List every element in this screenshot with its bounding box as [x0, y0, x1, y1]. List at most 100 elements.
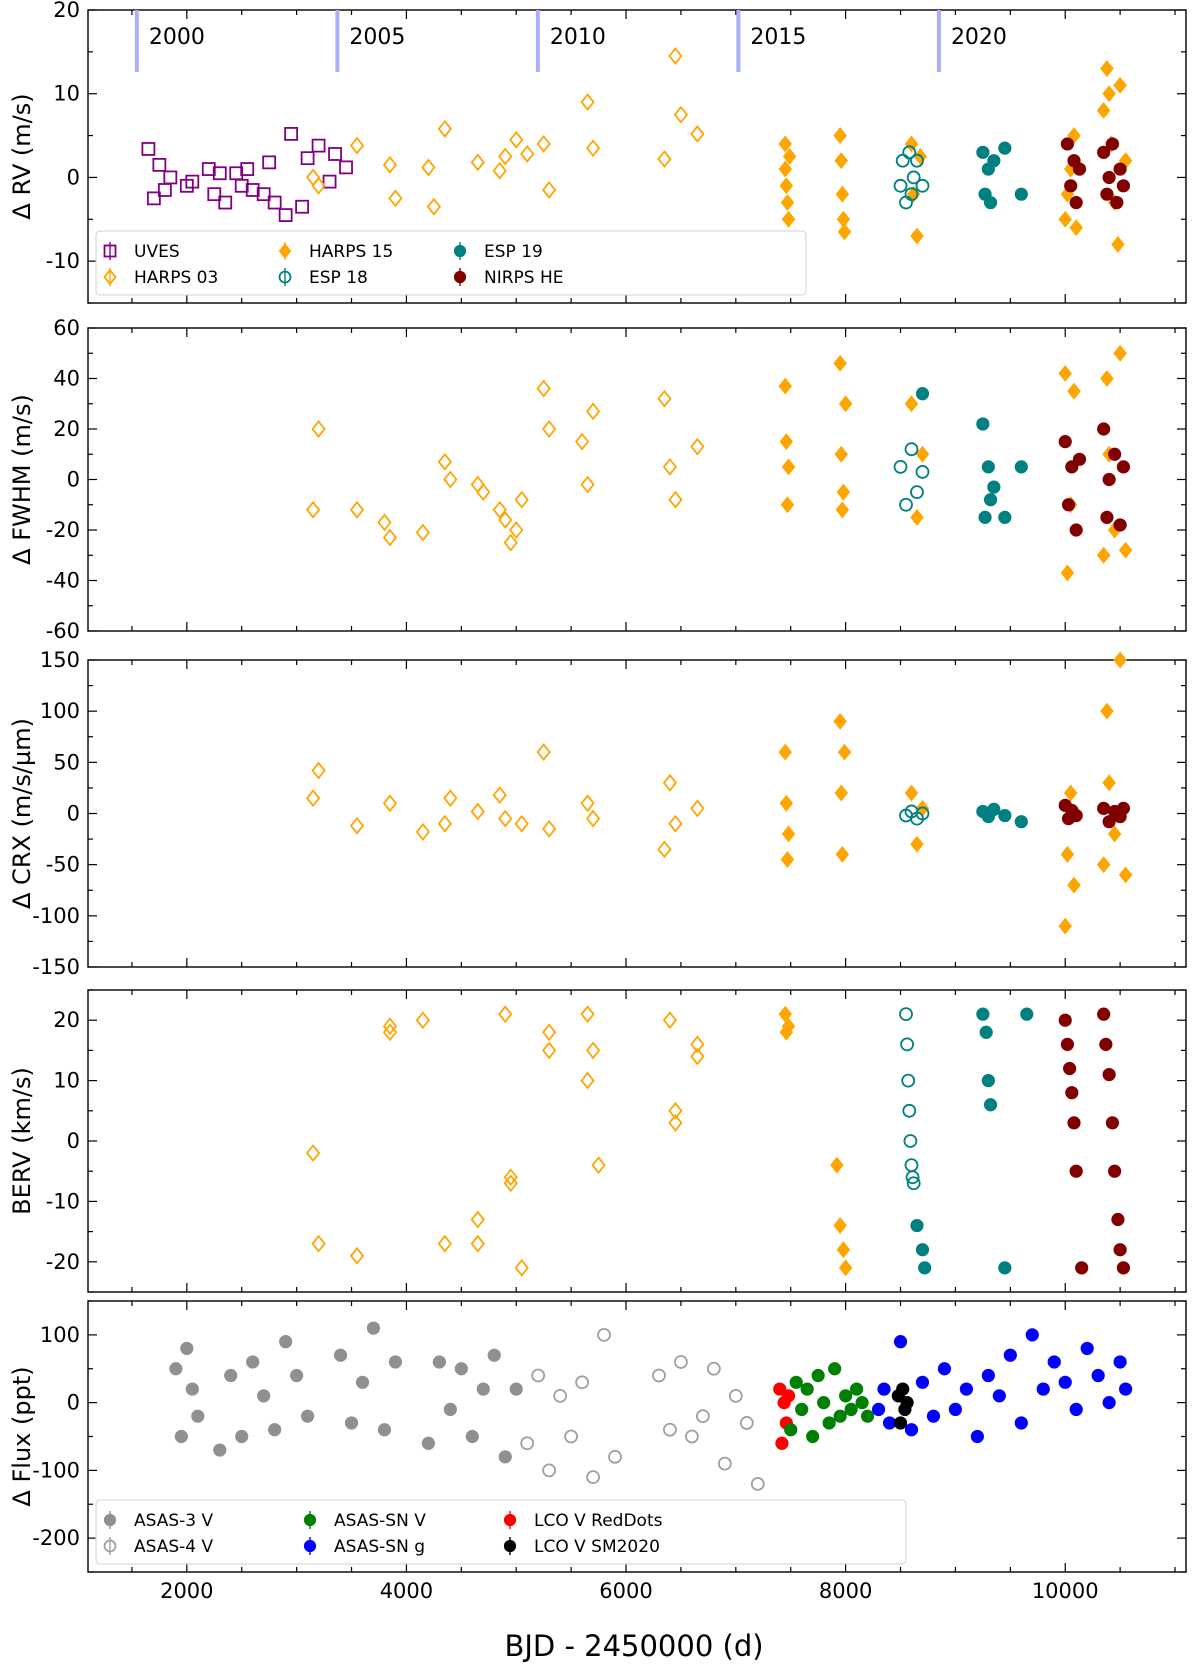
data-point: [1080, 1341, 1094, 1356]
data-point: [421, 158, 436, 177]
data-point: [838, 1259, 853, 1277]
data-point: [1113, 651, 1127, 669]
data-point: [976, 1007, 990, 1021]
data-point: [657, 840, 672, 859]
y-tick-label: -100: [32, 904, 80, 928]
data-point: [509, 1382, 523, 1396]
data-point: [970, 1429, 984, 1444]
data-point: [1067, 382, 1081, 400]
data-point: [899, 497, 913, 512]
data-point: [141, 142, 156, 156]
data-point: [998, 510, 1012, 524]
data-point: [910, 153, 924, 168]
data-point: [877, 1382, 891, 1396]
data-point: [514, 814, 529, 833]
data-point: [750, 1477, 765, 1491]
data-point: [833, 354, 847, 372]
data-point: [1069, 1402, 1083, 1417]
data-point: [498, 1450, 512, 1464]
series-asas-3-v: [169, 1321, 523, 1464]
data-point: [904, 442, 919, 457]
data-point: [542, 1041, 557, 1060]
series-asas-4-v: [520, 1327, 765, 1491]
data-point: [1100, 370, 1114, 387]
data-point: [437, 814, 453, 833]
legend-marker: [453, 270, 467, 284]
legend-entry-asas-sn-g: ASAS-SN g: [303, 1537, 425, 1557]
data-point: [443, 789, 458, 808]
data-point: [382, 1023, 398, 1042]
x-tick-label: 6000: [599, 1579, 652, 1603]
data-point: [426, 197, 442, 216]
data-point: [781, 458, 796, 476]
y-tick-label: 0: [67, 468, 80, 492]
data-point: [1014, 1416, 1028, 1430]
data-point: [1025, 1328, 1039, 1342]
data-point: [349, 500, 365, 519]
data-point: [1108, 447, 1122, 461]
data-point: [1113, 76, 1127, 94]
data-point: [817, 1396, 831, 1410]
data-point: [1047, 1355, 1061, 1369]
data-point: [904, 395, 919, 413]
data-point: [739, 1416, 754, 1430]
data-point: [657, 150, 672, 168]
data-point: [311, 1234, 326, 1253]
legend-entry-esp-18: ESP 18: [278, 268, 368, 288]
y-tick-label: -150: [32, 955, 80, 979]
data-point: [1111, 1212, 1125, 1227]
series-esp-18: [893, 145, 930, 210]
data-point: [1069, 523, 1083, 537]
y-tick-label: 20: [53, 0, 80, 22]
data-point: [305, 1144, 321, 1163]
data-point: [1118, 541, 1133, 559]
y-tick-label: -20: [46, 1250, 80, 1274]
data-point: [778, 377, 792, 395]
data-point: [520, 145, 535, 163]
data-point: [492, 161, 507, 180]
series-asas-sn-g: [871, 1328, 1133, 1444]
legend-marker: [278, 270, 292, 284]
data-point: [1069, 195, 1083, 210]
data-point: [213, 1443, 227, 1457]
data-point: [1058, 210, 1072, 228]
legend-marker: [103, 244, 117, 258]
y-tick-label: -50: [46, 853, 80, 877]
series-uves: [141, 126, 353, 223]
data-point: [201, 162, 216, 176]
fwhm-panel: -60 -40 -20 0 20 40 60 Δ FWHM (m/s): [8, 316, 1187, 643]
data-point: [1097, 1007, 1111, 1021]
data-point: [902, 145, 917, 160]
y-tick-label: 10: [53, 1069, 80, 1093]
legend-label: ASAS-3 V: [134, 1511, 214, 1531]
data-point: [806, 1429, 820, 1444]
data-point: [706, 1361, 721, 1376]
data-point: [663, 1422, 677, 1437]
data-point: [382, 528, 398, 547]
data-point: [904, 1158, 919, 1173]
rv-panel: -10 0 10 20 Δ RV (m/s) 2000 2005 2010 2015 2020 UV…: [8, 0, 1187, 304]
data-point: [509, 521, 524, 539]
series-lco-v-reddots: [773, 1382, 796, 1450]
data-point: [1058, 435, 1072, 449]
data-point: [835, 185, 850, 203]
data-point: [662, 457, 678, 476]
data-point: [915, 445, 930, 463]
data-point: [987, 154, 1001, 168]
series-esp-19: [976, 802, 1028, 829]
data-point: [262, 155, 277, 170]
data-point: [893, 1416, 908, 1430]
data-point: [833, 1217, 847, 1235]
data-point: [979, 1025, 993, 1039]
data-point: [833, 712, 847, 730]
data-point: [779, 794, 794, 812]
data-point: [1102, 1396, 1116, 1410]
series-harps-15: [778, 1005, 853, 1277]
data-point: [1100, 187, 1114, 201]
data-point: [580, 1071, 595, 1090]
data-point: [212, 166, 227, 181]
data-point: [382, 155, 398, 174]
data-point: [780, 194, 795, 212]
data-point: [1058, 917, 1072, 935]
data-point: [1100, 60, 1114, 78]
